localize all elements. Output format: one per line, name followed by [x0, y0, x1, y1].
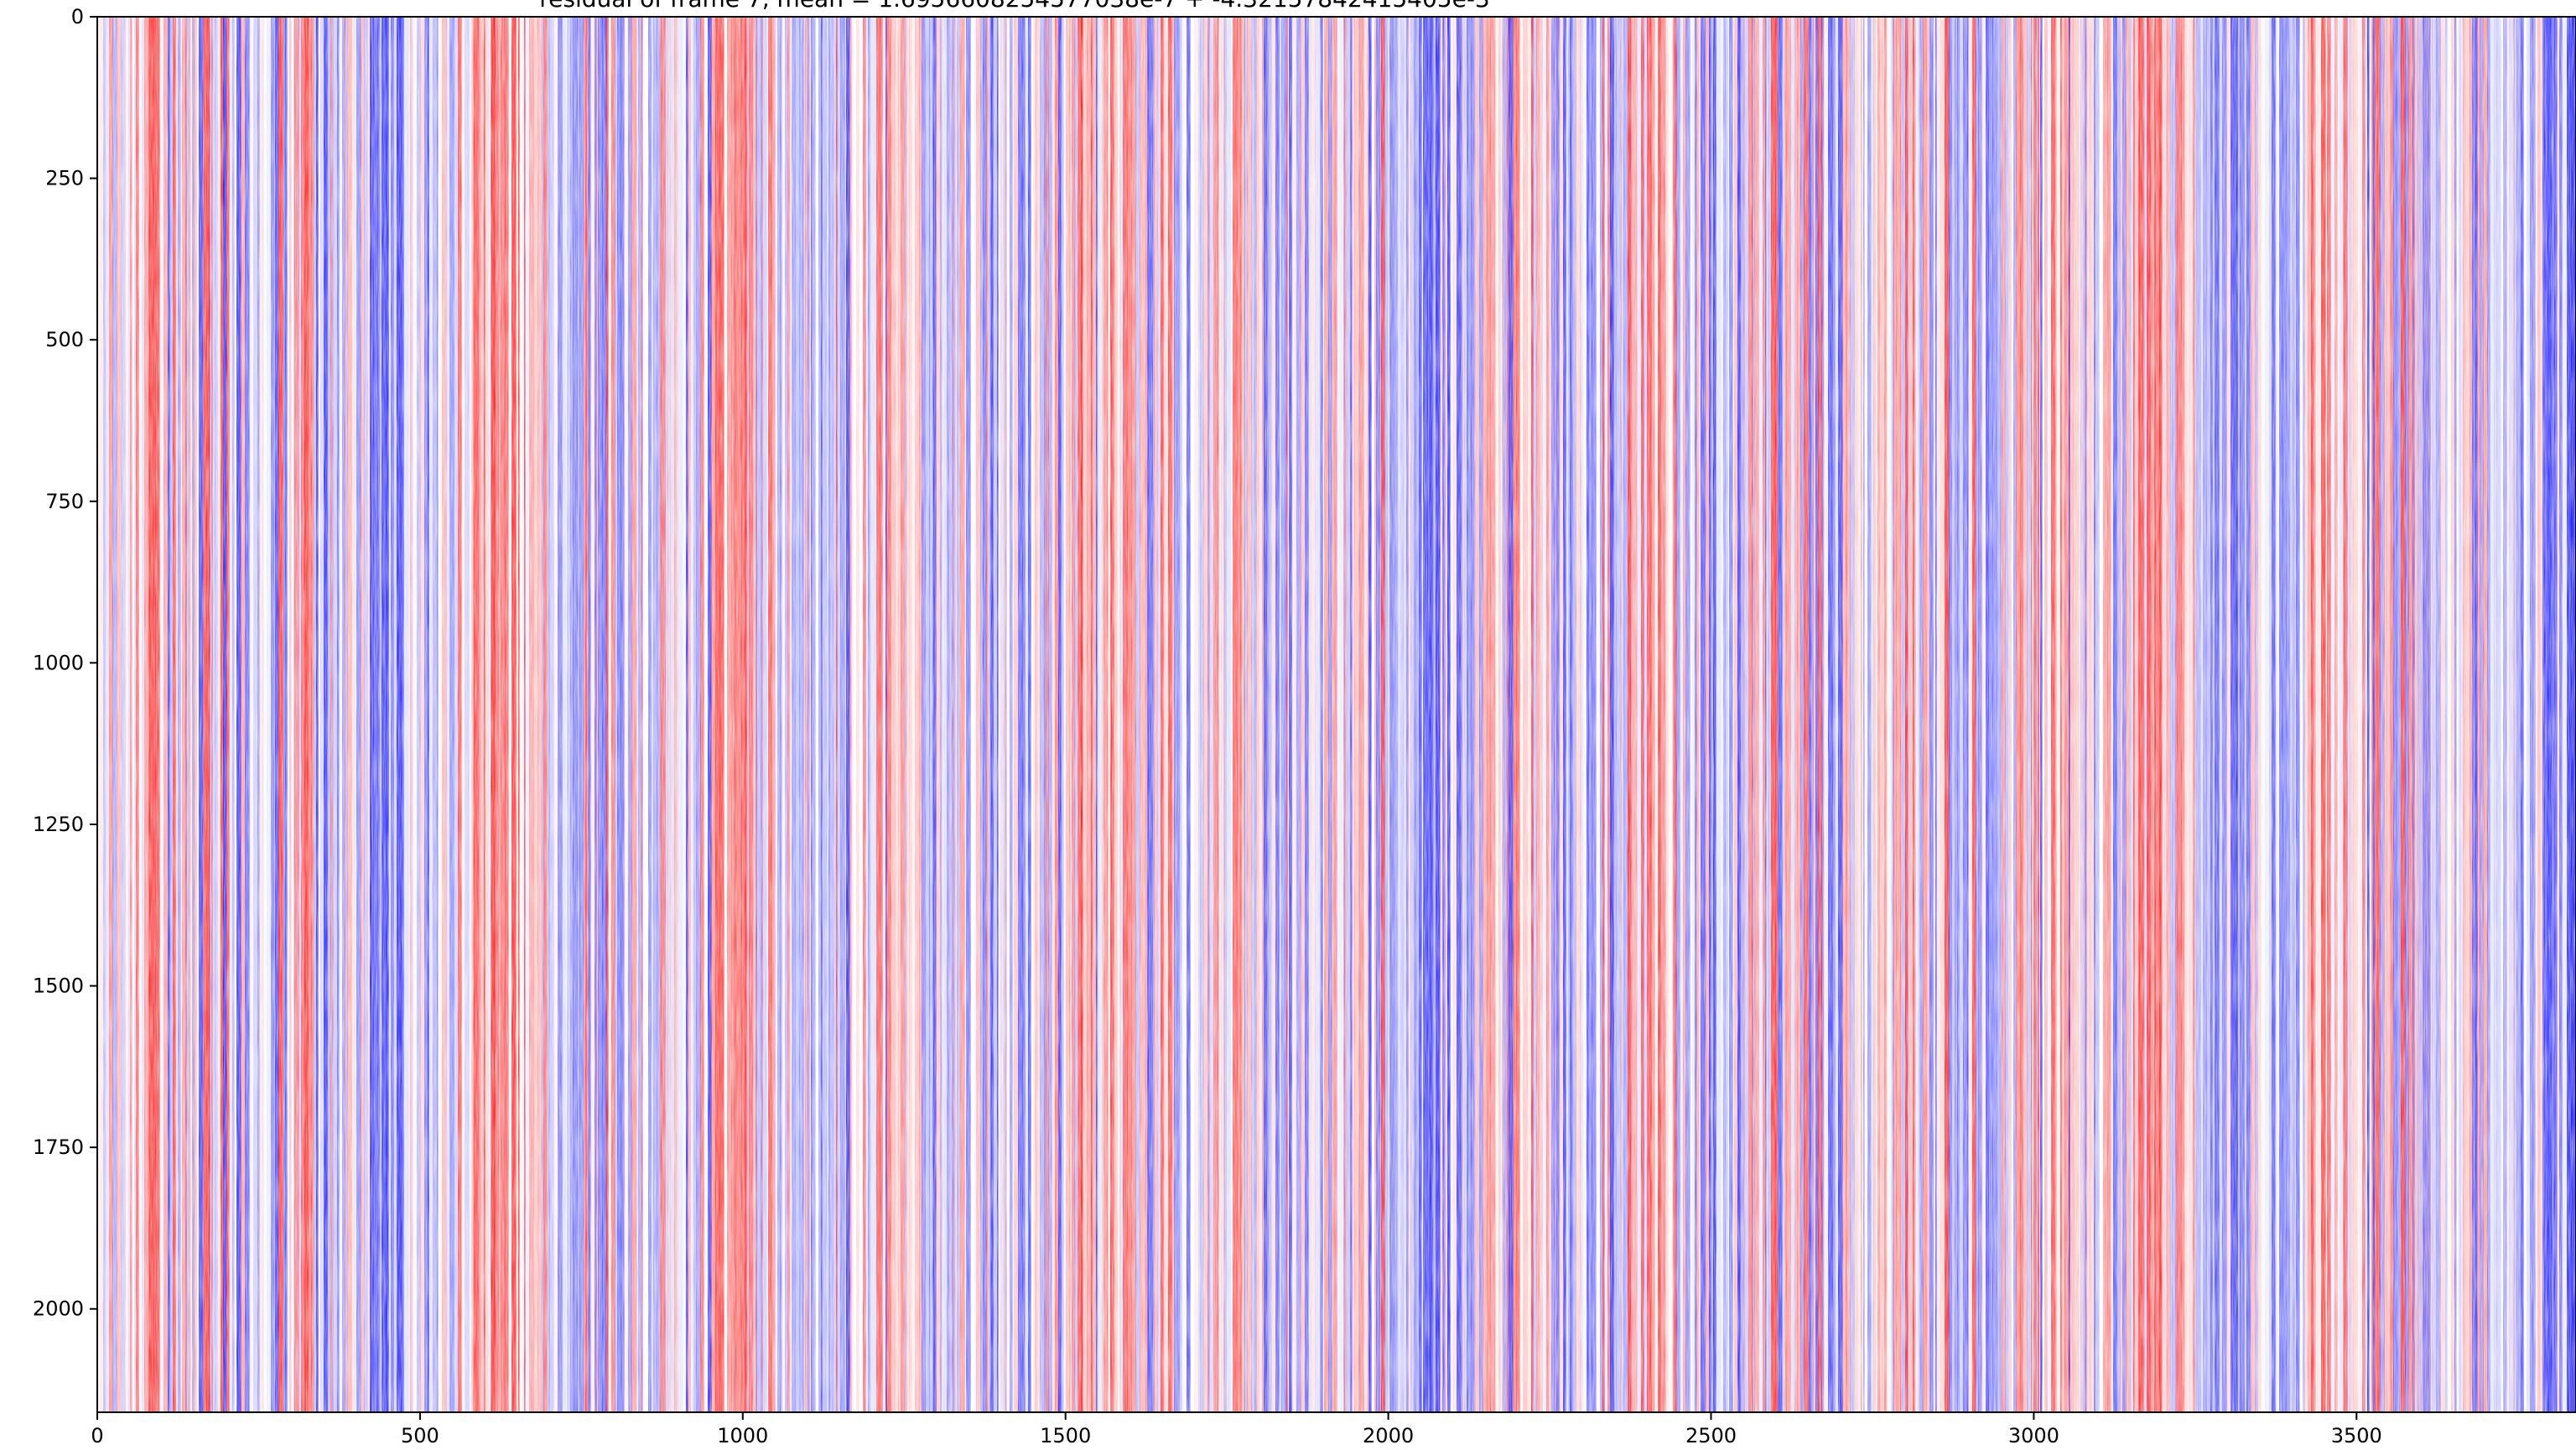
y-tick-label: 750	[45, 490, 84, 513]
y-tick-label: 1750	[33, 1136, 84, 1159]
x-axis: 0 500 1000 1500 2000 2500 3000 3500	[91, 1412, 2382, 1447]
y-tick-label: 250	[45, 167, 84, 190]
y-tick-label: 1000	[33, 651, 84, 674]
heatmap-noise-overlay	[97, 17, 2576, 1412]
x-tick-label: 3000	[2008, 1424, 2059, 1447]
x-tick-label: 2000	[1363, 1424, 1414, 1447]
y-tick-label: 1500	[33, 974, 84, 998]
x-tick-label: 0	[91, 1424, 103, 1447]
y-tick-label: 500	[45, 328, 84, 351]
x-tick-label: 1500	[1040, 1424, 1091, 1447]
y-tick-label: 2000	[33, 1297, 84, 1321]
heatmap-plot-area	[97, 17, 2576, 1412]
y-tick-label: 1250	[33, 813, 84, 836]
chart-title: residual of frame 7, mean = 1.6956608254…	[539, 0, 1489, 13]
x-tick-label: 500	[401, 1424, 439, 1447]
plot-frame	[96, 16, 2576, 1413]
y-tick-label: 0	[71, 5, 84, 29]
x-tick-label: 2500	[1685, 1424, 1737, 1447]
x-tick-label: 3500	[2331, 1424, 2382, 1447]
x-tick-label: 1000	[717, 1424, 768, 1447]
y-axis: 0 250 500 750 1000 1250 1500 1750 2000	[33, 5, 97, 1321]
